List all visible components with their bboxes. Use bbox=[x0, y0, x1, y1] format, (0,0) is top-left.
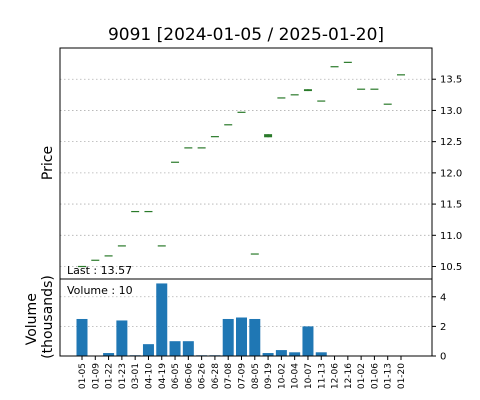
candle bbox=[264, 134, 273, 138]
candle bbox=[91, 259, 100, 261]
x-tick-label: 01-06 bbox=[370, 363, 380, 389]
x-tick-label: 01-05 bbox=[78, 363, 88, 389]
volume-panel-frame bbox=[59, 278, 433, 357]
price-ytick-label: 12.5 bbox=[440, 137, 462, 148]
volume-bars bbox=[76, 283, 407, 356]
volume-y-axis: 0 2 4 bbox=[432, 292, 446, 363]
x-tick-label: 08-05 bbox=[251, 363, 261, 389]
x-tick-label: 03-01 bbox=[131, 363, 141, 389]
candle bbox=[357, 88, 366, 90]
volume-bar bbox=[249, 318, 261, 356]
x-tick-label: 01-02 bbox=[357, 363, 367, 389]
volume-bar bbox=[156, 283, 168, 356]
candle bbox=[303, 89, 312, 92]
x-tick-label: 06-26 bbox=[198, 363, 208, 389]
volume-bar bbox=[182, 341, 194, 356]
x-tick-label: 06-06 bbox=[184, 363, 194, 389]
volume-bar bbox=[103, 353, 115, 356]
x-tick-label: 12-06 bbox=[331, 363, 341, 389]
candle bbox=[330, 66, 339, 68]
volume-bar bbox=[289, 352, 301, 356]
candle bbox=[277, 97, 286, 99]
x-tick-label: 04-19 bbox=[158, 363, 168, 389]
volume-axis-label: Volume (thousands) bbox=[24, 275, 56, 359]
candle bbox=[397, 74, 405, 76]
price-ytick-label: 12.0 bbox=[440, 168, 462, 179]
volume-axis-label-line1: Volume bbox=[24, 293, 40, 345]
x-tick-label: 01-22 bbox=[105, 363, 115, 389]
candle bbox=[171, 161, 180, 163]
volume-axis-label-line2: (thousands) bbox=[40, 275, 56, 359]
volume-bar bbox=[169, 341, 181, 356]
x-tick-label: 01-20 bbox=[397, 363, 407, 389]
last-price-annotation: Last : 13.57 bbox=[67, 264, 132, 277]
candle bbox=[184, 147, 193, 149]
x-tick-label: 10-02 bbox=[277, 363, 287, 389]
price-ytick-label: 11.0 bbox=[440, 231, 462, 242]
volume-bar bbox=[262, 353, 274, 356]
x-tick-label: 07-08 bbox=[224, 363, 234, 389]
price-ytick-label: 13.0 bbox=[440, 106, 462, 117]
x-axis: 01-05 01-09 01-22 01-23 03-01 04-10 04-19 06-05… bbox=[78, 356, 407, 389]
price-panel-frame bbox=[59, 47, 433, 280]
candle bbox=[343, 61, 352, 63]
candle bbox=[157, 245, 166, 247]
candle bbox=[210, 136, 219, 138]
candle bbox=[131, 210, 140, 213]
candle bbox=[144, 210, 153, 213]
price-gridlines bbox=[60, 78, 432, 267]
x-tick-label: 01-09 bbox=[91, 363, 101, 389]
volume-ytick-label: 2 bbox=[440, 322, 446, 333]
price-ytick-label: 13.5 bbox=[440, 75, 462, 86]
candle bbox=[383, 103, 392, 105]
volume-ytick-label: 4 bbox=[440, 292, 446, 303]
volume-bar bbox=[236, 317, 247, 356]
price-candles bbox=[78, 61, 405, 268]
volume-bar bbox=[116, 320, 128, 356]
x-tick-label: 01-13 bbox=[384, 363, 394, 389]
x-tick-label: 07-09 bbox=[238, 363, 248, 389]
candle bbox=[78, 265, 86, 268]
volume-annotation: Volume : 10 bbox=[67, 284, 133, 297]
chart-title: 9091 [2024-01-05 / 2025-01-20] bbox=[108, 25, 384, 45]
x-tick-label: 06-28 bbox=[211, 363, 221, 389]
candle bbox=[370, 88, 379, 90]
candle bbox=[317, 100, 326, 102]
candle bbox=[250, 253, 259, 255]
price-axis-label: Price bbox=[40, 146, 56, 180]
candle bbox=[224, 124, 233, 126]
x-tick-label: 11-13 bbox=[317, 363, 327, 389]
x-tick-label: 10-07 bbox=[304, 363, 314, 389]
candle bbox=[104, 255, 113, 257]
volume-bar bbox=[315, 352, 327, 356]
candle bbox=[290, 94, 299, 96]
price-ytick-label: 11.5 bbox=[440, 200, 462, 211]
x-tick-label: 06-05 bbox=[171, 363, 181, 389]
volume-bar bbox=[222, 318, 234, 356]
price-ytick-label: 10.5 bbox=[440, 262, 462, 273]
volume-bar bbox=[302, 326, 314, 356]
x-tick-label: 01-23 bbox=[118, 363, 128, 389]
volume-bar bbox=[275, 350, 287, 356]
volume-bar bbox=[142, 344, 154, 356]
x-tick-label: 12-16 bbox=[344, 363, 354, 389]
candle bbox=[197, 147, 206, 149]
volume-ytick-label: 0 bbox=[440, 352, 446, 363]
x-tick-label: 04-10 bbox=[144, 363, 154, 389]
x-tick-label: 09-19 bbox=[264, 363, 274, 389]
volume-bar bbox=[76, 318, 88, 356]
x-tick-label: 10-04 bbox=[291, 363, 301, 389]
candle bbox=[237, 111, 246, 113]
price-y-axis: 10.5 11.0 11.5 12.0 12.5 13.0 13.5 bbox=[432, 75, 462, 273]
candle bbox=[117, 245, 126, 247]
